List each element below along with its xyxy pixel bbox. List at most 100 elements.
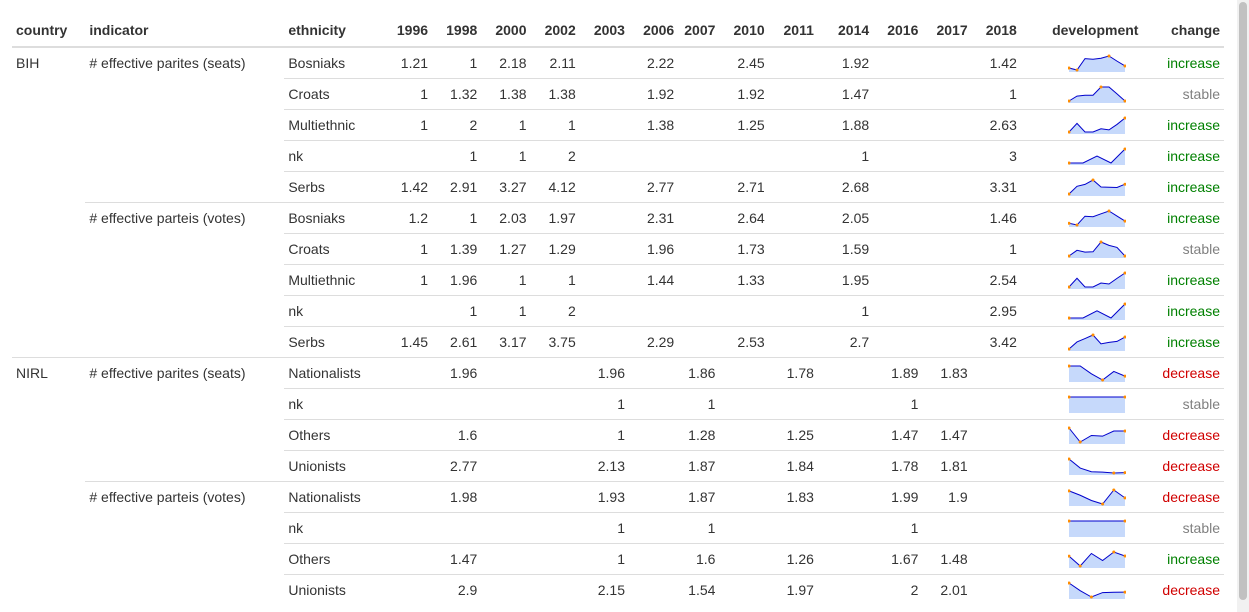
sparkline-point [1068,489,1071,493]
value-cell [530,512,580,544]
sparkline [1068,209,1127,228]
value-cell [579,264,629,296]
value-cell: 1.9 [922,481,972,513]
header-year[interactable]: 2010 [719,14,769,48]
header-year[interactable]: 1998 [432,14,482,48]
value-cell: 1 [971,78,1021,110]
sparkline [1068,54,1127,73]
sparkline-point [1068,347,1071,351]
header-year[interactable]: 2000 [481,14,531,48]
header-year[interactable]: 2014 [817,14,874,48]
value-cell: 2.71 [719,171,769,203]
sparkline [1068,333,1127,352]
vertical-scrollbar[interactable] [1237,0,1249,612]
table-row: Serbs 1.45 2.61 3.17 3.75 2.29 2.53 2.7 3.42 incr… [12,326,1224,358]
value-cell [678,46,720,79]
sparkline-point [1123,116,1127,120]
sparkline-point [1101,378,1105,382]
value-cell [873,295,923,327]
value-cell [719,574,769,605]
development-cell [1020,574,1143,605]
value-cell: 2 [432,109,482,141]
sparkline [1068,550,1127,569]
value-cell [384,388,433,420]
value-cell: 2.01 [922,574,972,605]
value-cell [817,388,874,420]
sparkline-area [1069,118,1126,135]
sparkline-area [1069,211,1126,228]
table-row: Others 1.6 1 1.28 1.25 1.47 1.47 decrease [12,419,1224,451]
value-cell [481,512,531,544]
value-cell: 1.96 [628,233,679,265]
ethnicity-cell: nk [284,388,385,420]
indicator-cell [85,296,284,327]
header-year[interactable]: 2016 [873,14,923,48]
sparkline-point [1123,590,1127,594]
ethnicity-cell: Others [284,419,385,451]
value-cell: 2.68 [817,171,874,203]
value-cell [530,574,580,605]
value-cell: 1.6 [432,419,482,451]
header-year[interactable]: 2007 [678,14,720,48]
country-cell [12,172,85,203]
header-year[interactable]: 2011 [768,14,818,48]
value-cell [579,233,629,265]
value-cell [768,171,818,203]
development-cell [1020,419,1143,451]
value-cell: 1 [481,295,531,327]
value-cell [922,264,972,296]
sparkline-point [1123,219,1127,223]
value-cell: 1.46 [971,202,1021,234]
change-cell: decrease [1142,481,1224,513]
ethnicity-cell: Unionists [284,574,385,605]
change-cell: increase [1142,140,1224,172]
sparkline-point [1091,333,1095,337]
value-cell: 2.61 [432,326,482,358]
sparkline-point [1123,99,1127,103]
header-year[interactable]: 2003 [579,14,629,48]
value-cell [628,481,679,513]
sparkline-line [1069,55,1126,71]
value-cell: 1 [384,264,433,296]
indicator-cell: # effective parites (seats) [89,55,246,72]
sparkline-point [1075,68,1079,72]
value-cell: 1.89 [873,357,923,389]
sparkline-point [1068,99,1071,103]
header-year[interactable]: 1996 [384,14,433,48]
table-body: BIH # effective parites (seats) Bosniaks 1.… [12,46,1224,605]
value-cell: 2.31 [628,202,679,234]
value-cell [768,512,818,544]
value-cell: 1.54 [678,574,720,605]
sparkline-area [1069,180,1126,197]
scrollbar-thumb[interactable] [1239,2,1247,600]
value-cell: 4.12 [530,171,580,203]
header-country[interactable]: country [12,14,86,48]
development-cell [1020,202,1143,234]
header-change[interactable]: change [1142,14,1224,48]
value-cell [628,357,679,389]
header-ethnicity[interactable]: ethnicity [284,14,385,48]
value-cell: 3.27 [481,171,531,203]
header-year[interactable]: 2002 [530,14,580,48]
development-cell [1020,78,1143,110]
header-year[interactable]: 2017 [922,14,972,48]
header-development[interactable]: development [1020,14,1143,48]
table-row: Multiethnic 1 2 1 1 1.38 1.25 1.88 2.63 increase [12,109,1224,141]
value-cell [719,295,769,327]
header-year[interactable]: 2006 [628,14,679,48]
value-cell [678,326,720,358]
sparkline-point [1068,192,1071,196]
sparkline-line [1069,582,1126,598]
sparkline-line [1069,210,1126,226]
header-year[interactable]: 2018 [971,14,1021,48]
data-table: country indicator ethnicity 1996 1998 2000… [12,14,1224,605]
value-cell: 1.47 [873,419,923,451]
value-cell [922,233,972,265]
value-cell: 2.03 [481,202,531,234]
value-cell [384,481,433,513]
header-indicator[interactable]: indicator [85,14,285,48]
value-cell: 3.75 [530,326,580,358]
value-cell: 1.87 [678,481,720,513]
value-cell: 1.26 [768,543,818,575]
value-cell [817,419,874,451]
